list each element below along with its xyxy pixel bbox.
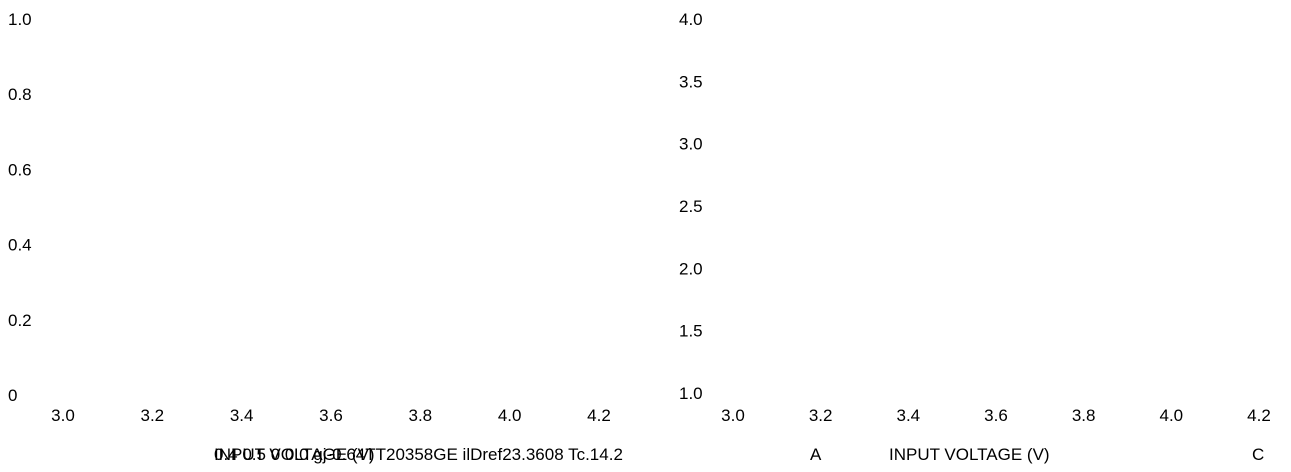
footer-overlap-b: 0.4 0.5 0 0.0 gj-0.64TT20358GE ilDref23.… xyxy=(214,445,623,464)
panel-label-c: C xyxy=(1252,445,1264,464)
y-tick-label: 0.4 xyxy=(8,236,32,255)
x-tick-label: 3.4 xyxy=(897,406,921,425)
chart-footer: INPUT VOLTAGE (V) 0.4 0.5 0 0.0 gj-0.64T… xyxy=(214,445,1264,464)
y-tick-label: 0.8 xyxy=(8,85,32,104)
chart-panel-left: 3.0 3.2 3.4 3.6 3.8 4.0 4.2 0 0.2 0.4 0.6 0.8 1.0 xyxy=(8,10,611,425)
x-tick-label: 3.0 xyxy=(51,406,75,425)
chart-panel-right: 3.0 3.2 3.4 3.6 3.8 4.0 4.2 1.0 1.5 2.0 2.5 3.0 3.5 4… xyxy=(679,10,1271,425)
x-tick-label: 4.2 xyxy=(587,406,611,425)
x-tick-label: 3.8 xyxy=(1072,406,1096,425)
x-tick-label: 3.6 xyxy=(319,406,343,425)
x-tick-label: 3.8 xyxy=(409,406,433,425)
right-x-axis-title: INPUT VOLTAGE (V) xyxy=(889,445,1050,464)
x-tick-label: 3.2 xyxy=(809,406,833,425)
y-tick-label: 4.0 xyxy=(679,10,703,29)
y-tick-label: 0.6 xyxy=(8,160,32,179)
x-tick-label: 3.6 xyxy=(984,406,1008,425)
x-tick-label: 3.4 xyxy=(230,406,254,425)
footer-overlap-a: INPUT VOLTAGE (V) xyxy=(214,445,375,464)
panel-label-a: A xyxy=(810,445,822,464)
y-tick-label: 2.5 xyxy=(679,197,703,216)
y-tick-label: 1.0 xyxy=(8,10,32,29)
y-tick-label: 1.5 xyxy=(679,322,703,341)
y-tick-label: 1.0 xyxy=(679,384,703,403)
x-tick-label: 4.0 xyxy=(498,406,522,425)
y-tick-label: 0.2 xyxy=(8,311,32,330)
y-tick-label: 3.5 xyxy=(679,72,703,91)
y-tick-label: 0 xyxy=(8,386,17,405)
x-tick-label: 3.2 xyxy=(141,406,165,425)
y-tick-label: 3.0 xyxy=(679,135,703,154)
x-tick-label: 3.0 xyxy=(721,406,745,425)
x-tick-label: 4.0 xyxy=(1160,406,1184,425)
y-tick-label: 2.0 xyxy=(679,259,703,278)
x-tick-label: 4.2 xyxy=(1247,406,1271,425)
